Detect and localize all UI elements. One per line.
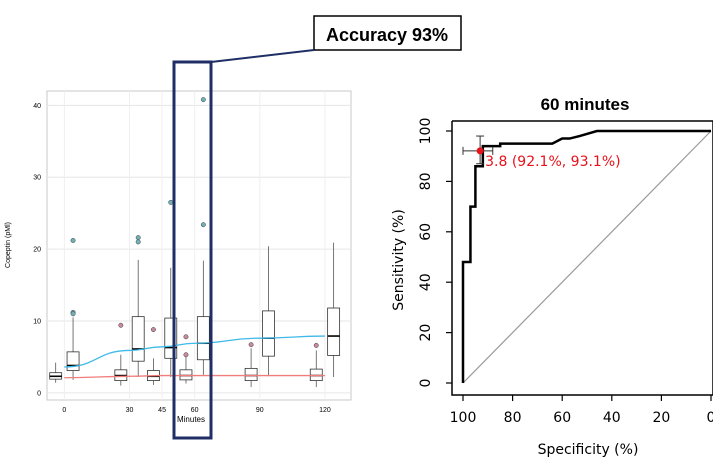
roc-curve: [461, 129, 711, 383]
trend-lines: [64, 335, 325, 379]
left-y-tick-label: 0: [37, 390, 41, 397]
roc-point-label: 3.8 (92.1%, 93.1%): [485, 154, 621, 170]
left-x-axis-label: Minutes: [177, 415, 205, 424]
left-x-tick-label: 0: [62, 407, 66, 414]
outlier-point: [200, 97, 206, 103]
left-y-axis-label: Copeptin (pMl): [5, 222, 12, 268]
left-x-tick-label: 30: [126, 407, 134, 414]
left-y-ticks: 0 10 20 30 40: [33, 103, 41, 397]
roc-x-tick-label: 100: [450, 410, 477, 426]
roc-optimal-point: [476, 147, 484, 155]
left-y-tick-label: 40: [33, 103, 41, 110]
roc-x-axis-label: Specificity (%): [538, 442, 639, 458]
outlier-point: [135, 239, 141, 245]
box: [66, 351, 80, 371]
roc-y-tick-label: 40: [418, 273, 434, 291]
left-y-tick-label: 20: [33, 247, 41, 254]
left-x-tick-label: 90: [256, 407, 264, 414]
outlier-point: [313, 342, 319, 348]
roc-x-tick-label: 40: [603, 410, 621, 426]
boxes: [49, 97, 341, 388]
roc-chart: 60 minutes 0 20 40 60 80 100 100 80 60 40 20 0 3.8…: [391, 95, 713, 458]
outlier-point: [150, 327, 156, 333]
roc-y-tick-label: 100: [418, 118, 434, 145]
trend-line-red: [64, 374, 325, 379]
outlier-point: [168, 199, 174, 205]
accuracy-callout: Accuracy 93%: [210, 15, 462, 63]
left-grid: [47, 91, 351, 400]
outlier-point: [200, 222, 206, 228]
outlier-point: [70, 238, 76, 243]
left-x-tick-label: 45: [158, 407, 166, 414]
roc-title: 60 minutes: [541, 95, 630, 114]
roc-x-tick-label: 0: [707, 410, 713, 426]
left-x-tick-label: 60: [191, 407, 199, 414]
roc-x-ticks: 100 80 60 40 20 0: [450, 395, 713, 426]
roc-y-axis-label: Sensitivity (%): [391, 209, 407, 311]
box: [244, 367, 258, 381]
outlier-point: [248, 342, 254, 348]
highlight-60min-box: [172, 60, 213, 440]
callout-box: [313, 15, 462, 51]
roc-y-tick-label: 0: [418, 379, 434, 388]
box: [327, 307, 341, 356]
roc-x-tick-label: 60: [553, 410, 571, 426]
roc-y-ticks: 0 20 40 60 80 100: [418, 118, 452, 388]
copeptin-boxplot: 0 10 20 30 40 0 30 45 60 90 120 Copeptin (pMl) Mi…: [5, 90, 352, 424]
trend-line-blue: [64, 335, 325, 368]
roc-y-tick-label: 60: [418, 223, 434, 241]
outlier-point: [70, 311, 76, 317]
box: [262, 310, 275, 357]
outlier-point: [135, 235, 141, 241]
roc-diagonal: [462, 130, 712, 384]
left-x-ticks: 0 30 45 60 90 120: [62, 407, 330, 414]
outlier-point: [183, 352, 189, 358]
callout-connector: [210, 49, 315, 63]
outlier-point: [183, 334, 189, 340]
roc-y-tick-label: 80: [418, 172, 434, 190]
roc-axes: [451, 121, 713, 396]
roc-x-tick-label: 20: [652, 410, 670, 426]
callout-text: Accuracy 93%: [326, 25, 448, 45]
left-y-tick-label: 30: [33, 175, 41, 182]
left-x-tick-label: 120: [319, 407, 331, 414]
roc-x-tick-label: 80: [504, 410, 522, 426]
box: [196, 316, 210, 361]
left-y-tick-label: 10: [33, 318, 41, 325]
box: [131, 316, 145, 362]
roc-y-tick-label: 20: [418, 324, 434, 342]
outlier-point: [118, 322, 124, 328]
